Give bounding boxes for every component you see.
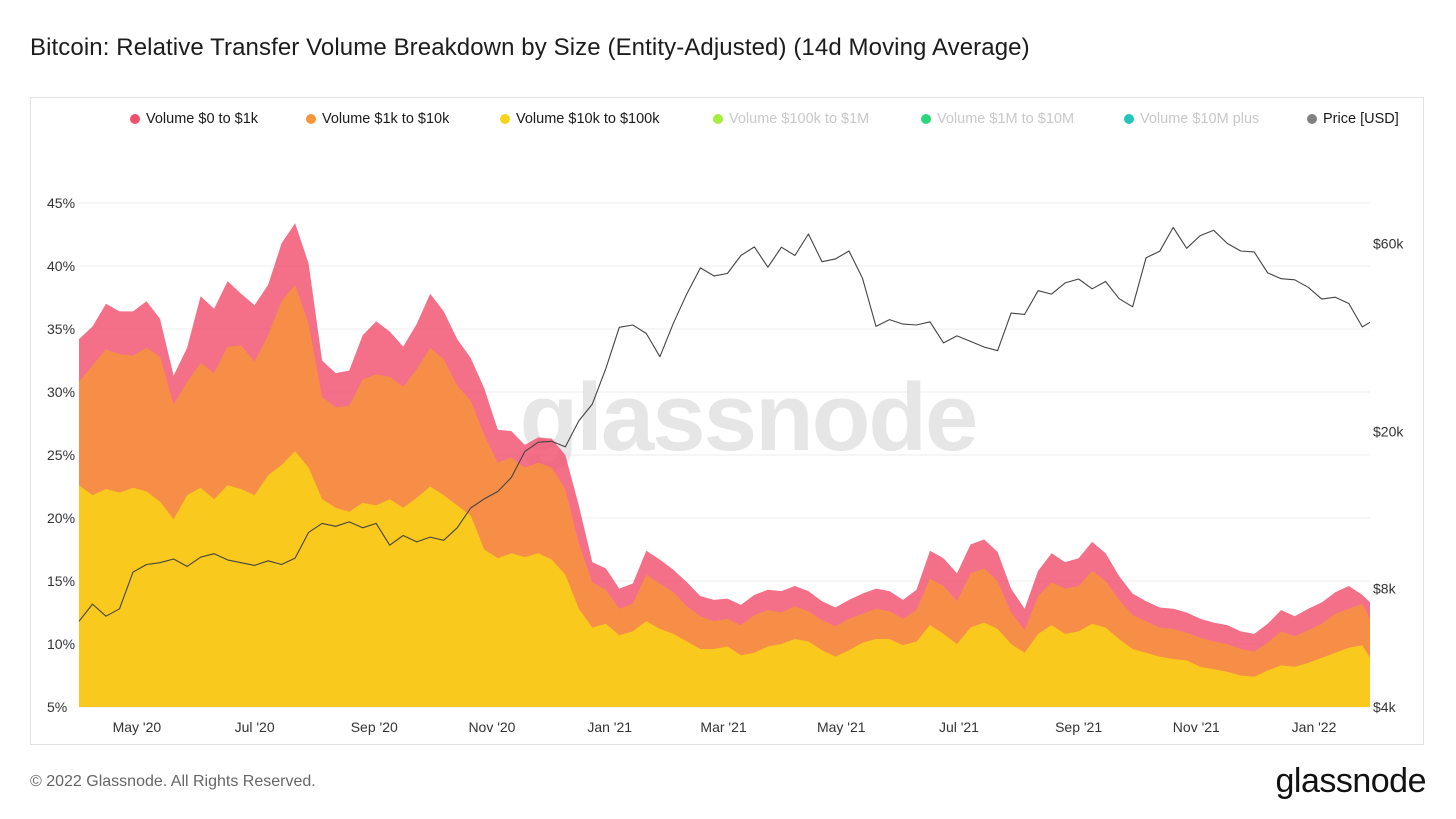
- x-tick-label: Jan '22: [1292, 719, 1337, 735]
- y-left-tick-label: 20%: [47, 510, 75, 526]
- legend-label: Volume $100k to $1M: [729, 111, 870, 127]
- y-left-tick-label: 45%: [47, 195, 75, 211]
- legend-item-price[interactable]: Price [USD]: [1307, 111, 1399, 127]
- y-left-tick-label: 30%: [47, 384, 75, 400]
- legend-item-vol-1k-10k[interactable]: Volume $1k to $10k: [306, 111, 449, 127]
- watermark-text: glassnode: [520, 364, 977, 471]
- y-left-tick-label: 35%: [47, 321, 75, 337]
- x-tick-label: May '20: [113, 719, 162, 735]
- legend-dot-icon: [1307, 114, 1317, 124]
- x-tick-label: May '21: [817, 719, 866, 735]
- legend-dot-icon: [713, 114, 723, 124]
- legend-item-vol-100k-1m[interactable]: Volume $100k to $1M: [713, 111, 869, 127]
- right-axis-ticks: $4k $8k $20k $60k: [1373, 236, 1404, 715]
- x-tick-label: Jul '21: [939, 719, 979, 735]
- y-right-tick-label: $4k: [1373, 699, 1397, 715]
- legend-dot-icon: [306, 114, 316, 124]
- legend-label: Volume $0 to $1k: [146, 111, 259, 127]
- copyright-text: © 2022 Glassnode. All Rights Reserved.: [30, 773, 316, 790]
- stacked-areas: [79, 223, 1370, 707]
- x-axis-ticks: May '20 Jul '20 Sep '20 Nov '20 Jan '21 Mar '…: [113, 719, 1337, 735]
- x-tick-label: Sep '20: [351, 719, 398, 735]
- legend-label: Volume $1M to $10M: [937, 111, 1075, 127]
- y-left-tick-label: 15%: [47, 573, 75, 589]
- chart-legend: Volume $0 to $1k Volume $1k to $10k Volu…: [0, 111, 1456, 131]
- legend-item-vol-1m-10m[interactable]: Volume $1M to $10M: [921, 111, 1074, 127]
- y-right-tick-label: $8k: [1373, 580, 1397, 596]
- legend-label: Volume $1k to $10k: [322, 111, 450, 127]
- x-tick-label: Jul '20: [235, 719, 275, 735]
- y-left-tick-label: 10%: [47, 636, 75, 652]
- y-left-tick-label: 5%: [47, 699, 67, 715]
- y-right-tick-label: $60k: [1373, 236, 1404, 252]
- y-right-tick-label: $20k: [1373, 424, 1404, 440]
- legend-dot-icon: [130, 114, 140, 124]
- price-line: [78, 226, 1371, 622]
- page-title: Bitcoin: Relative Transfer Volume Breakd…: [30, 34, 1030, 61]
- legend-dot-icon: [500, 114, 510, 124]
- chart-frame: [30, 97, 1424, 745]
- x-tick-label: Mar '21: [700, 719, 746, 735]
- area-series-volume-10k-to-100k: [79, 451, 1370, 707]
- legend-label: Volume $10M plus: [1140, 111, 1260, 127]
- legend-dot-icon: [921, 114, 931, 124]
- x-tick-label: Nov '20: [468, 719, 515, 735]
- legend-label: Price [USD]: [1323, 111, 1399, 127]
- legend-item-vol-0-1k[interactable]: Volume $0 to $1k: [130, 111, 258, 127]
- price-line-group: [78, 226, 1371, 622]
- x-tick-label: Sep '21: [1055, 719, 1102, 735]
- glassnode-logo: glassnode: [1275, 762, 1426, 800]
- legend-dot-icon: [1124, 114, 1134, 124]
- left-axis-ticks: 5% 10% 15% 20% 25% 30% 35% 40% 45%: [47, 195, 75, 715]
- x-tick-label: Nov '21: [1173, 719, 1220, 735]
- x-tick-label: Jan '21: [587, 719, 632, 735]
- legend-label: Volume $10k to $100k: [516, 111, 660, 127]
- legend-item-vol-10m-plus[interactable]: Volume $10M plus: [1124, 111, 1259, 127]
- y-left-tick-label: 25%: [47, 447, 75, 463]
- y-left-tick-label: 40%: [47, 258, 75, 274]
- legend-item-vol-10k-100k[interactable]: Volume $10k to $100k: [500, 111, 660, 127]
